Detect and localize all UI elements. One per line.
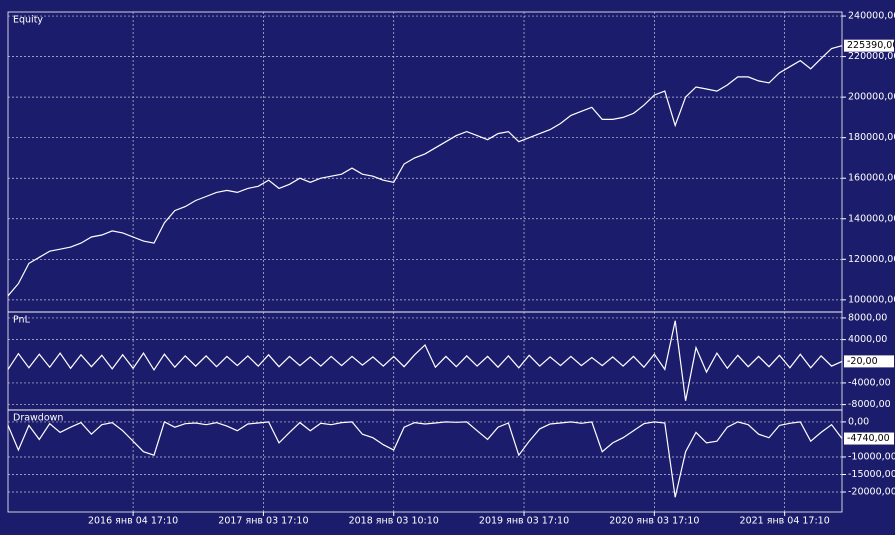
x-tick-label: 2017 янв 03 17:10 bbox=[218, 516, 308, 527]
panel-title: Equity bbox=[13, 15, 43, 26]
last-value-box bbox=[844, 39, 894, 52]
panel-title: Drawdown bbox=[13, 413, 63, 424]
y-tick-label: -8000,00 bbox=[848, 399, 891, 410]
last-value-box bbox=[844, 432, 894, 445]
series-line bbox=[7, 45, 843, 297]
y-tick-label: 160000,00 bbox=[848, 173, 895, 184]
y-tick-label: -4000,00 bbox=[848, 377, 891, 388]
panel bbox=[7, 409, 843, 513]
last-value-label: 225390,00 bbox=[847, 40, 895, 51]
y-tick-label: 220000,00 bbox=[848, 51, 895, 62]
series-line bbox=[7, 320, 843, 401]
y-tick-label: 240000,00 bbox=[848, 11, 895, 22]
y-tick-label: 100000,00 bbox=[848, 294, 895, 305]
y-tick-label: -20000,00 bbox=[848, 487, 895, 498]
y-tick-label: -15000,00 bbox=[848, 469, 895, 480]
last-value-box bbox=[844, 355, 894, 368]
y-tick-label: 4000,00 bbox=[848, 334, 887, 345]
y-tick-label: 200000,00 bbox=[848, 92, 895, 103]
x-tick-label: 2021 янв 04 17:10 bbox=[740, 516, 830, 527]
y-tick-label: 8000,00 bbox=[848, 312, 887, 323]
last-value-label: -20,00 bbox=[847, 356, 878, 367]
x-tick-label: 2016 янв 04 17:10 bbox=[88, 516, 178, 527]
panel-title: PnL bbox=[13, 315, 31, 326]
y-tick-label: 180000,00 bbox=[848, 132, 895, 143]
x-tick-label: 2018 янв 03 10:10 bbox=[349, 516, 439, 527]
x-tick-label: 2020 янв 03 17:10 bbox=[609, 516, 699, 527]
y-tick-label: -10000,00 bbox=[848, 451, 895, 462]
last-value-label: -4740,00 bbox=[847, 433, 890, 444]
y-tick-label: 120000,00 bbox=[848, 254, 895, 265]
x-tick-label: 2019 янв 03 17:10 bbox=[479, 516, 569, 527]
series-line bbox=[7, 421, 843, 498]
y-tick-label: 140000,00 bbox=[848, 213, 895, 224]
y-tick-label: 0,00 bbox=[848, 416, 869, 427]
